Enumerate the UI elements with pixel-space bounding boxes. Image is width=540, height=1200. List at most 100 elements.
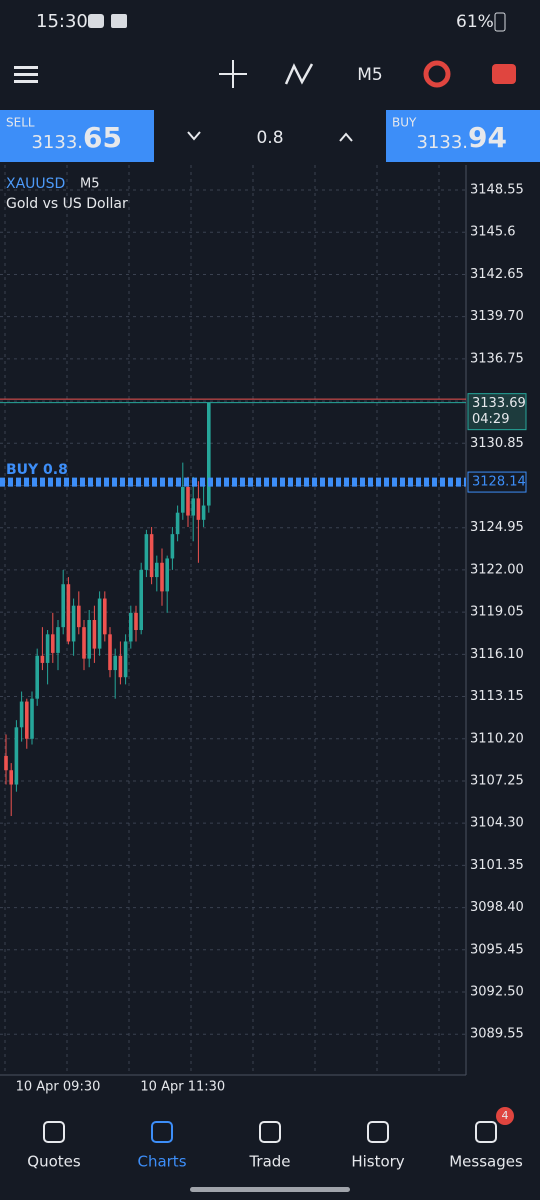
y-tick-label: 3119.05 [470,605,524,620]
candle-body [181,486,185,513]
status-icon [88,14,104,28]
y-tick-label: 3110.20 [470,731,524,746]
nav-label[interactable]: History [351,1153,404,1171]
nav-icon[interactable] [367,1121,389,1143]
buy-price: 3133. [416,132,468,153]
y-tick-label: 3136.75 [470,351,524,366]
candle-body [92,619,97,649]
y-tick-label: 3092.50 [470,985,524,1000]
y-tick-label: 3098.40 [470,900,524,915]
nav-icon[interactable] [259,1121,281,1143]
bid-price-label: 3133.69 [472,396,526,411]
candle-body [129,612,133,642]
position-price-box [467,471,527,493]
nav-badge-count: 4 [502,1109,509,1122]
candle-body [118,655,123,678]
candle-body [196,498,201,520]
candle-body [160,562,164,592]
volume-down[interactable] [187,131,201,141]
nav-label[interactable]: Messages [449,1153,523,1171]
y-tick-label: 3124.95 [470,520,524,535]
x-tick-label: 10 Apr 09:30 [16,1080,101,1095]
candle-body [113,655,117,671]
candle-body [77,605,81,628]
y-tick-label: 3148.55 [470,183,524,198]
chart-timeframe: M5 [80,177,100,192]
candle-body [186,486,190,516]
position-price-label: 3128.14 [472,475,526,490]
crosshair-button[interactable] [219,60,247,88]
candle-body [35,655,39,699]
volume[interactable]: 0.8 [256,128,283,148]
sell-price: 3133. [31,132,83,153]
candle-body [144,534,149,570]
battery-icon [494,12,506,32]
nav-badge [496,1107,514,1125]
buy-button[interactable] [386,110,540,162]
y-tick-label: 3104.30 [470,816,524,831]
y-tick-label: 3095.45 [470,942,524,957]
nav-icon[interactable] [43,1121,65,1143]
candle-body [56,627,60,653]
bid-countdown: 04:29 [472,412,509,427]
menu-button[interactable] [14,66,38,83]
y-tick-label: 3130.85 [470,436,524,451]
x-tick-label: 10 Apr 11:30 [140,1080,225,1095]
nav-label[interactable]: Quotes [27,1153,81,1171]
bid-price-box [467,393,527,431]
one-click-button[interactable] [423,60,451,88]
candle-body [51,634,55,653]
chart-symbol[interactable]: XAUUSD [6,176,65,192]
candle-body [71,605,76,642]
candle-body [87,619,91,659]
nav-icon[interactable] [151,1121,173,1143]
sell-pips: 65 [83,121,122,154]
candle-body [9,770,13,785]
position-label: BUY 0.8 [6,462,68,478]
nav-icon[interactable] [475,1121,497,1143]
y-tick-label: 3107.25 [470,773,524,788]
candle-body [201,505,206,520]
y-tick-label: 3142.65 [470,267,524,282]
candle-body [123,641,128,678]
y-tick-label: 3101.35 [470,858,524,873]
volume-up[interactable] [339,132,353,142]
buy-label: BUY [392,116,417,130]
candle-body [134,612,138,631]
timeframe-button[interactable]: M5 [357,65,382,85]
y-tick-label: 3116.10 [470,647,524,662]
y-tick-label: 3145.6 [470,225,516,240]
candle-body [165,558,169,592]
sell-button[interactable] [0,110,154,162]
candle-body [82,627,86,659]
buy-pips: 94 [468,121,507,154]
candle-body [45,634,50,663]
chart-description: Gold vs US Dollar [6,196,128,212]
nav-label[interactable]: Trade [248,1153,290,1171]
candle-body [66,584,71,642]
candle-body [14,727,19,785]
indicator-button[interactable] [284,63,314,85]
candle-body [207,402,211,506]
candle-body [97,598,102,649]
candle-body [139,569,143,631]
home-indicator [190,1187,350,1192]
y-tick-label: 3139.70 [470,309,524,324]
status-time: 15:30 [36,11,88,32]
candle-body [191,498,195,516]
trade-button[interactable] [492,64,516,84]
candle-body [19,701,24,728]
nav-label[interactable]: Charts [137,1153,186,1171]
candle-body [149,534,154,578]
candle-body [175,512,180,535]
y-tick-label: 3089.55 [470,1027,524,1042]
candle-body [4,755,8,771]
candle-body [40,655,45,663]
candle-body [61,584,65,628]
y-tick-label: 3122.00 [470,562,524,577]
candle-body [30,698,34,739]
status-battery: 61% [456,12,494,32]
candle-body [170,534,175,559]
